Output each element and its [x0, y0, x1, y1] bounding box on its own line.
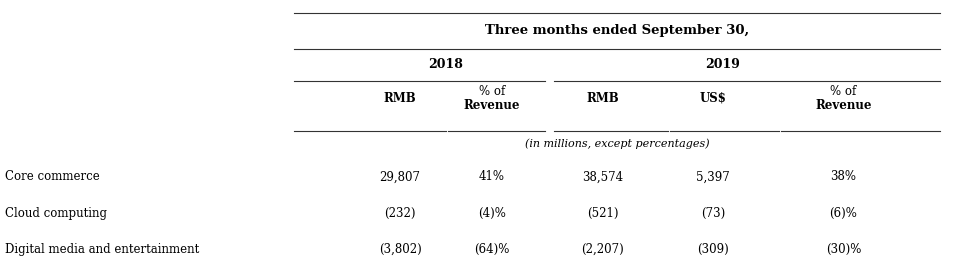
Text: (30)%: (30)%	[826, 243, 861, 256]
Text: (6)%: (6)%	[830, 207, 857, 220]
Text: (309): (309)	[698, 243, 729, 256]
Text: (64)%: (64)%	[474, 243, 509, 256]
Text: 38,574: 38,574	[582, 170, 623, 183]
Text: 38%: 38%	[831, 170, 856, 183]
Text: Core commerce: Core commerce	[5, 170, 99, 183]
Text: % of: % of	[830, 84, 857, 98]
Text: (73): (73)	[701, 207, 726, 220]
Text: (2,207): (2,207)	[581, 243, 624, 256]
Text: % of: % of	[478, 84, 505, 98]
Text: 29,807: 29,807	[380, 170, 420, 183]
Text: Revenue: Revenue	[816, 99, 871, 112]
Text: US$: US$	[700, 92, 727, 105]
Text: 2018: 2018	[428, 58, 464, 71]
Text: (521): (521)	[587, 207, 618, 220]
Text: 2019: 2019	[706, 58, 740, 71]
Text: RMB: RMB	[586, 92, 619, 105]
Text: (4)%: (4)%	[478, 207, 505, 220]
Text: Revenue: Revenue	[464, 99, 520, 112]
Text: (in millions, except percentages): (in millions, except percentages)	[524, 139, 710, 149]
Text: Cloud computing: Cloud computing	[5, 207, 107, 220]
Text: RMB: RMB	[384, 92, 416, 105]
Text: (232): (232)	[385, 207, 415, 220]
Text: 41%: 41%	[479, 170, 504, 183]
Text: 5,397: 5,397	[696, 170, 731, 183]
Text: Three months ended September 30,: Three months ended September 30,	[485, 24, 749, 37]
Text: (3,802): (3,802)	[379, 243, 421, 256]
Text: Digital media and entertainment: Digital media and entertainment	[5, 243, 200, 256]
